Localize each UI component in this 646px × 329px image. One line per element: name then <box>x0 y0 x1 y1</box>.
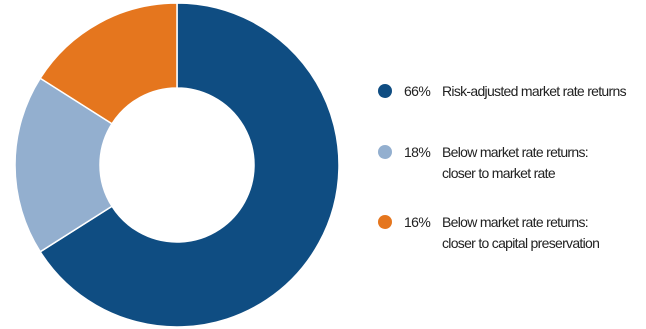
legend-swatch <box>378 215 392 229</box>
legend-percent: 66% <box>404 83 431 99</box>
donut-slice-3 <box>39 2 178 125</box>
legend-label-line: Below market rate returns: <box>442 144 589 160</box>
legend-label-line: closer to market rate <box>442 165 556 181</box>
legend-swatch <box>378 145 392 159</box>
legend-item-below-market-closer-to-capital-preservation: 16% Below market rate returns: closer to… <box>378 213 642 254</box>
legend-label: Below market rate returns: closer to mar… <box>442 142 642 184</box>
donut-slice-1 <box>39 2 340 328</box>
donut-slice-2 <box>14 77 114 253</box>
legend-swatch <box>378 84 392 98</box>
legend-label: Risk-adjusted market rate returns <box>442 81 642 102</box>
legend-percent: 16% <box>404 214 431 230</box>
legend-percent: 18% <box>404 144 431 160</box>
legend-label-line: Below market rate returns: <box>442 214 589 230</box>
legend-label-line: Risk-adjusted market rate returns <box>442 83 627 99</box>
legend-item-below-market-closer-to-market: 18% Below market rate returns: closer to… <box>378 143 642 184</box>
legend-label-line: closer to capital preservation <box>442 235 600 251</box>
legend-item-risk-adjusted: 66% Risk-adjusted market rate returns <box>378 82 642 102</box>
legend-label: Below market rate returns: closer to cap… <box>442 212 642 254</box>
